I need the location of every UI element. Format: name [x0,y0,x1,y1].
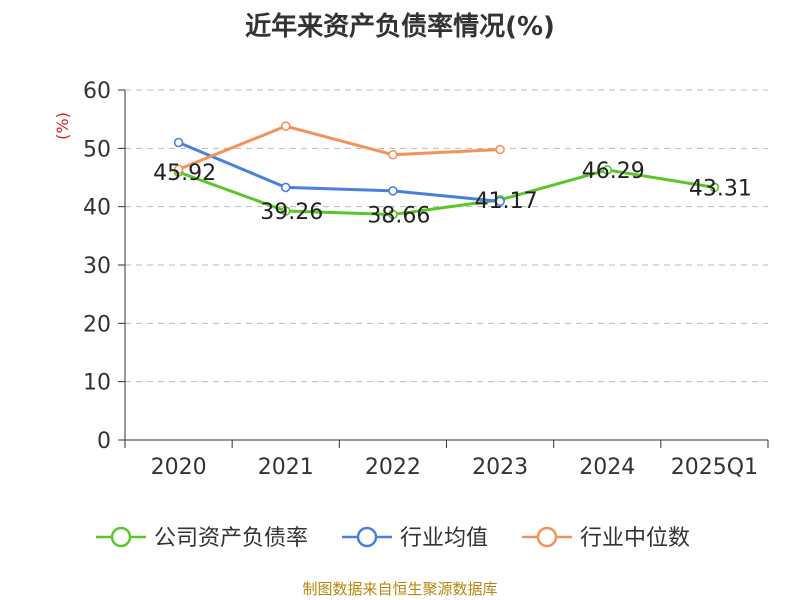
data-point [388,149,398,160]
data-point [173,137,184,148]
series-line-0 [178,168,715,216]
data-point [173,164,184,175]
x-tick-label: 2021 [258,455,314,480]
series-lines [178,124,715,216]
data-point [388,209,398,220]
source-note: 制图数据来自恒生聚源数据库 [302,580,498,598]
data-label: 38.66 [367,203,430,228]
y-tick-label: 50 [83,137,111,162]
data-label: 45.92 [153,161,216,186]
data-point [495,144,505,155]
legend-item-0: 公司资产负债率 [96,526,308,551]
y-axis-unit: (%) [53,112,72,140]
x-tick-label: 2025Q1 [671,455,758,480]
data-point [280,182,291,193]
series-line-1 [178,141,501,203]
y-tick-label: 20 [83,312,111,337]
data-labels: 45.92 39.26 38.66 41.17 46.29 43.31 [153,159,752,229]
series-line-2 [178,124,501,171]
legend-item-2: 行业中位数 [522,526,690,551]
y-tick-label: 0 [97,429,111,454]
legend: 公司资产负债率 行业均值 行业中位数 [96,526,690,551]
data-point [709,182,720,193]
chart-title: 近年来资产负债率情况(%) [245,12,555,42]
data-label: 43.31 [689,176,752,201]
y-tick-label: 30 [83,254,111,279]
data-point [388,186,398,196]
legend-label: 行业中位数 [580,526,690,551]
x-tick-label: 2024 [579,455,635,480]
data-label: 46.29 [582,159,645,184]
data-label: 41.17 [475,189,538,214]
x-tick-label: 2023 [472,455,528,480]
x-tick-label: 2022 [365,455,421,480]
legend-item-1: 行业均值 [342,526,488,551]
legend-label: 公司资产负债率 [154,526,308,551]
legend-marker [110,526,132,548]
data-point [280,121,291,131]
series-points [173,121,720,220]
data-point [280,206,291,216]
legend-marker [536,526,558,548]
x-tick-label: 2020 [151,455,207,480]
data-point [602,165,613,175]
y-tick-label: 60 [83,79,111,104]
data-label: 39.26 [260,200,323,225]
legend-label: 行业均值 [400,526,488,551]
data-point [495,196,505,207]
legend-marker [356,526,378,548]
y-tick-label: 40 [83,196,111,221]
y-tick-label: 10 [83,371,111,396]
grid-lines [125,89,768,383]
axes: 0 10 20 30 40 50 60 2020 2021 2022 2023 2024 2025Q1 (… [53,79,769,480]
